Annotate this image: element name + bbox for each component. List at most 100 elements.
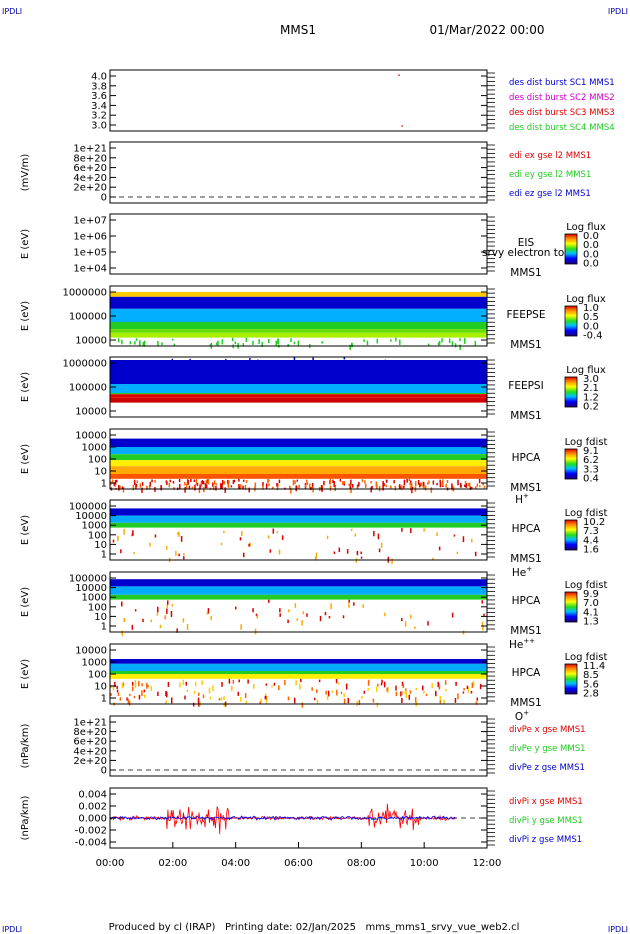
p6-speckle [364, 480, 366, 484]
p5-speckle [156, 362, 158, 366]
p4-band [110, 322, 487, 330]
spacecraft-label: MMS1 [510, 410, 541, 422]
p6-speckle [356, 486, 359, 489]
p6-speckle [135, 484, 138, 488]
p6-speckle [406, 478, 408, 483]
p9-speckle [133, 695, 136, 699]
colorbar [564, 233, 578, 265]
p9-speckle [265, 698, 268, 704]
p9-speckle [383, 681, 386, 688]
colorbar-tick: 3.0 [583, 374, 599, 385]
colorbar-tick: -0.4 [583, 331, 603, 342]
p7-speckle [178, 553, 180, 557]
p6-speckle [311, 483, 314, 488]
p8-speckle [330, 603, 332, 610]
p5-speckle [252, 359, 254, 366]
p6-speckle [427, 482, 429, 485]
panel-frame [109, 499, 488, 561]
colorbar-tick: 4.1 [583, 607, 599, 618]
p4-speckle [268, 338, 270, 344]
p9-speckle [146, 682, 148, 686]
p6-speckle [464, 480, 467, 484]
p7-speckle [177, 532, 179, 536]
ytick-label: 3.0 [91, 121, 107, 132]
p4-speckle [287, 343, 289, 347]
p9-speckle [423, 690, 425, 694]
p6-speckle [154, 479, 156, 483]
colorbar-tick: 7.0 [583, 598, 599, 609]
colorbar-tick: 2.8 [583, 689, 599, 700]
p6-speckle [382, 484, 384, 491]
p6-speckle [390, 485, 392, 489]
p9-speckle [193, 690, 196, 694]
p5-speckle [173, 371, 176, 375]
ytick-label: -0.002 [75, 826, 107, 837]
p9-speckle [121, 682, 124, 689]
p8-speckle [348, 599, 350, 603]
p6-speckle [471, 487, 473, 490]
p6-speckle [119, 485, 121, 489]
p9-speckle [431, 683, 433, 688]
p6-speckle [370, 486, 372, 493]
p6-speckle [178, 478, 181, 483]
p9-speckle [404, 690, 406, 694]
p5-speckle [149, 375, 152, 380]
p6-speckle [111, 479, 114, 484]
p9-speckle [220, 697, 223, 701]
p5-speckle [169, 366, 171, 371]
p9-speckle [131, 681, 134, 686]
ytick-label: 10 [94, 540, 107, 551]
colorbar-tick: 1.2 [583, 392, 599, 403]
p9-speckle [117, 692, 120, 696]
p9-speckle [445, 689, 447, 692]
p8-speckle [279, 613, 281, 617]
p9-speckle [287, 696, 290, 701]
p8-speckle [166, 608, 168, 614]
p6-speckle [212, 482, 214, 487]
p6-speckle [343, 481, 346, 484]
p8-speckle [123, 617, 126, 622]
xtick-label: 06:00 [284, 858, 313, 869]
p6-band [110, 447, 487, 455]
p4-speckle [135, 338, 138, 341]
p9-speckle [466, 685, 469, 689]
species-label: He++ [509, 637, 535, 651]
corner-label-tl: IPDLI [2, 7, 22, 16]
p9-speckle [271, 685, 273, 688]
ytick-label: 10000 [75, 646, 107, 657]
spacecraft-label: MMS1 [510, 482, 541, 494]
p7-speckle [183, 553, 185, 556]
p6-speckle [185, 483, 188, 490]
colorbar-tick: 1.3 [583, 617, 599, 628]
p7-speckle [154, 534, 157, 538]
p9-speckle [244, 693, 247, 699]
p9-band [110, 663, 487, 671]
p5-speckle [429, 377, 432, 383]
p7-speckle [281, 535, 284, 540]
p7-speckle [248, 543, 250, 547]
p5-speckle [242, 362, 245, 367]
p6-speckle [240, 484, 242, 489]
p9-band [110, 674, 487, 679]
p9-speckle [141, 683, 143, 687]
ytick-label: 2e+20 [73, 756, 107, 767]
colorbar-tick: 11.4 [583, 661, 605, 672]
p6-speckle [230, 485, 233, 488]
p9-speckle [260, 698, 262, 703]
p9-speckle [253, 683, 255, 689]
date-title: 01/Mar/2022 00:00 [430, 23, 545, 37]
p6-speckle [451, 483, 453, 490]
p7-speckle [223, 531, 225, 534]
p7-speckle [249, 542, 251, 547]
p9-speckle [264, 695, 267, 700]
p6-speckle [151, 479, 153, 483]
p9-speckle [184, 695, 186, 700]
p5-speckle [388, 361, 391, 366]
p8-speckle [170, 610, 173, 617]
p8-speckle [121, 601, 123, 607]
p9-speckle [401, 691, 403, 696]
ytick-label: 0 [101, 766, 107, 777]
p6-speckle [135, 485, 137, 490]
p6-band [110, 438, 487, 447]
p9-speckle [437, 681, 439, 688]
